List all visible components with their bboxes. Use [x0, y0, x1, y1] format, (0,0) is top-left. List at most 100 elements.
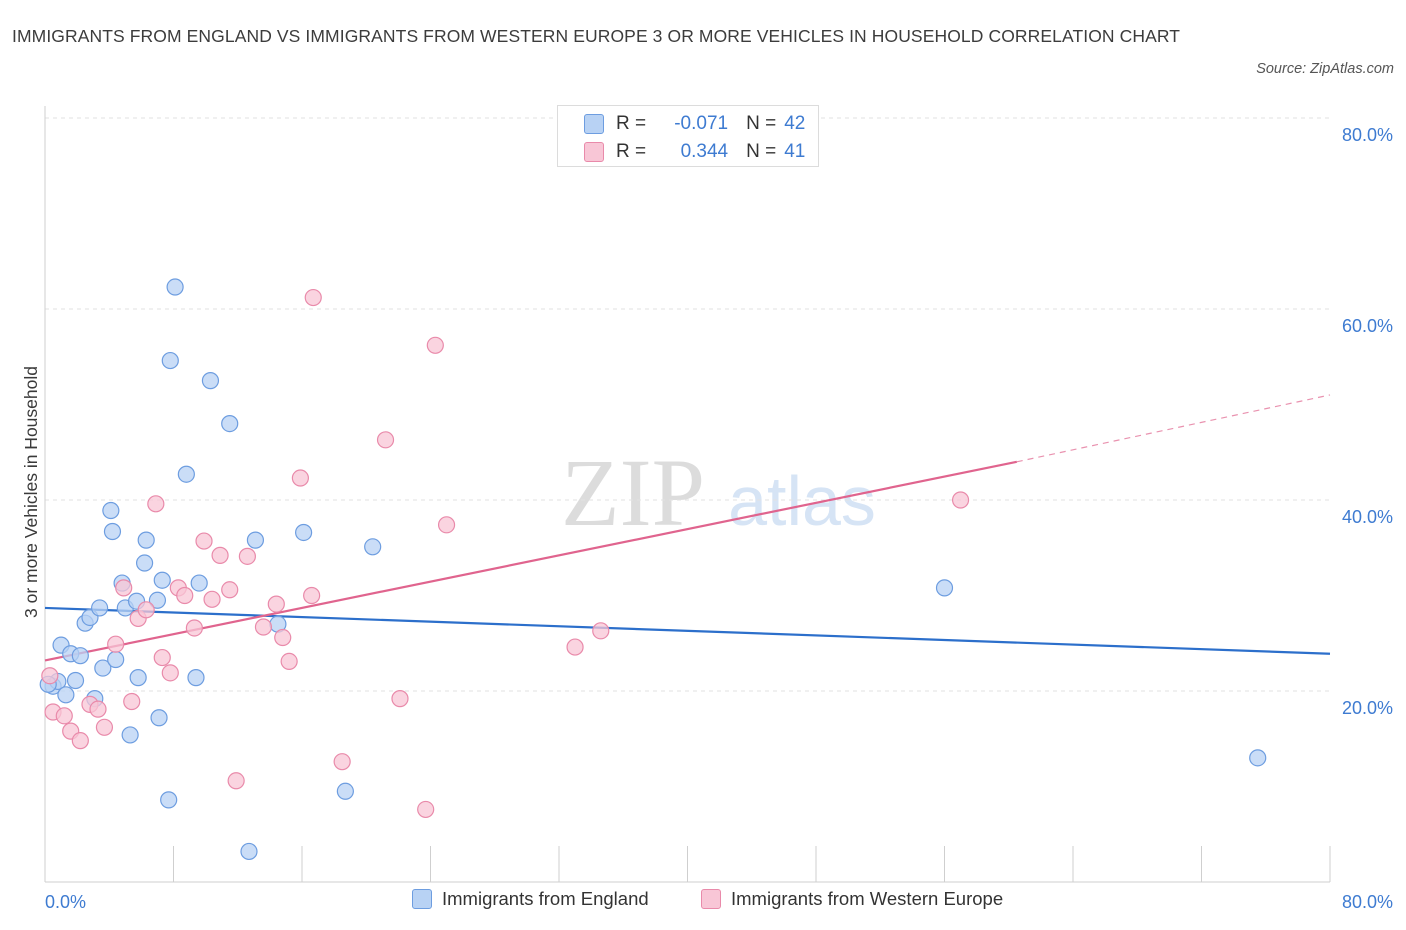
point-blue: [135, 554, 154, 572]
data-points: [39, 278, 1267, 861]
legend-label: Immigrants from England: [442, 888, 649, 909]
point-pink: [280, 652, 298, 670]
point-pink: [41, 667, 59, 685]
r-value: -0.071: [674, 113, 729, 134]
point-blue: [177, 465, 195, 483]
stats-legend: R = -0.071 N = 42 R = 0.344 N = 41: [557, 105, 819, 167]
trend-line-blue: [44, 606, 1331, 655]
point-blue: [364, 538, 382, 556]
legend-item-england[interactable]: Immigrants from England: [412, 888, 649, 910]
x-tick-label: 80.0%: [1342, 892, 1393, 912]
point-pink: [185, 619, 203, 637]
y-tick-label: 80.0%: [1342, 125, 1393, 145]
point-pink: [195, 532, 213, 550]
point-pink: [391, 690, 409, 708]
watermark-atlas: atlas: [728, 462, 876, 540]
trend-line-dashed-pink: [1016, 394, 1331, 463]
point-blue: [71, 647, 89, 665]
point-blue: [148, 591, 167, 609]
point-pink: [437, 516, 456, 534]
pink-swatch: [701, 889, 721, 909]
point-pink: [951, 491, 970, 509]
point-pink: [254, 618, 273, 636]
point-pink: [333, 753, 351, 771]
point-pink: [274, 628, 292, 647]
point-pink: [211, 546, 229, 564]
point-blue: [160, 791, 178, 809]
tick-labels: 20.0% 40.0% 60.0% 80.0% 0.0% 80.0%: [45, 125, 1393, 912]
point-blue: [102, 501, 120, 520]
axes: [44, 106, 1331, 883]
trend-line-pink: [44, 460, 1018, 662]
point-pink: [176, 586, 194, 605]
point-blue: [66, 671, 85, 690]
blue-swatch: [412, 889, 432, 909]
point-pink: [267, 595, 285, 613]
point-blue: [121, 726, 139, 744]
point-pink: [426, 336, 444, 354]
point-blue: [246, 531, 265, 549]
series-legend: Immigrants from England Immigrants from …: [0, 888, 1406, 916]
point-pink: [238, 547, 256, 565]
pink-swatch: [584, 142, 604, 162]
source-label: Source: ZipAtlas.com: [1256, 61, 1394, 77]
point-blue: [240, 842, 258, 861]
point-blue: [161, 351, 179, 370]
n-value: 41: [784, 141, 806, 162]
y-tick-label: 60.0%: [1342, 316, 1393, 336]
legend-item-western-europe[interactable]: Immigrants from Western Europe: [701, 888, 1003, 910]
point-blue: [201, 372, 220, 390]
point-pink: [291, 469, 309, 487]
point-blue: [94, 659, 112, 677]
point-blue: [150, 709, 168, 727]
n-value: 42: [784, 113, 806, 134]
legend-label: Immigrants from Western Europe: [731, 888, 1004, 909]
point-pink: [115, 579, 133, 597]
point-pink: [592, 622, 610, 640]
trend-lines: [44, 394, 1331, 662]
point-pink: [227, 772, 245, 790]
watermark-zip: ZIP: [561, 439, 705, 546]
n-label: N =: [746, 141, 777, 162]
stats-row-england: R = -0.071 N = 42: [584, 111, 805, 137]
point-blue: [91, 599, 109, 617]
point-pink: [123, 692, 141, 711]
point-blue: [107, 650, 125, 669]
point-blue: [129, 669, 147, 687]
point-blue: [935, 579, 954, 597]
point-pink: [89, 700, 107, 718]
watermark: ZIP atlas: [561, 439, 876, 546]
r-label: R =: [616, 113, 647, 134]
chart-title: IMMIGRANTS FROM ENGLAND VS IMMIGRANTS FR…: [12, 26, 1181, 46]
y-axis-label: 3 or more Vehicles in Household: [21, 366, 41, 618]
point-pink: [95, 718, 114, 736]
y-tick-label: 20.0%: [1342, 698, 1393, 718]
point-pink: [137, 601, 155, 619]
y-tick-label: 40.0%: [1342, 507, 1393, 527]
point-blue: [221, 415, 239, 433]
n-label: N =: [746, 113, 777, 134]
point-pink: [566, 638, 584, 656]
point-pink: [221, 581, 239, 599]
point-pink: [55, 707, 73, 725]
point-blue: [166, 278, 184, 296]
point-blue: [57, 686, 75, 704]
point-pink: [303, 586, 321, 605]
point-blue: [153, 571, 171, 589]
gridlines: [45, 117, 1330, 692]
point-pink: [304, 288, 322, 307]
point-blue: [1249, 749, 1267, 767]
point-pink: [71, 732, 89, 750]
point-pink: [417, 800, 435, 819]
point-blue: [295, 523, 313, 542]
point-pink: [147, 495, 165, 513]
point-blue: [190, 574, 208, 592]
point-pink: [107, 635, 125, 653]
point-pink: [161, 664, 179, 682]
point-blue: [187, 669, 205, 687]
stats-row-western-europe: R = 0.344 N = 41: [584, 139, 805, 165]
point-blue: [103, 522, 122, 541]
point-blue: [137, 531, 155, 549]
point-pink: [203, 590, 221, 608]
